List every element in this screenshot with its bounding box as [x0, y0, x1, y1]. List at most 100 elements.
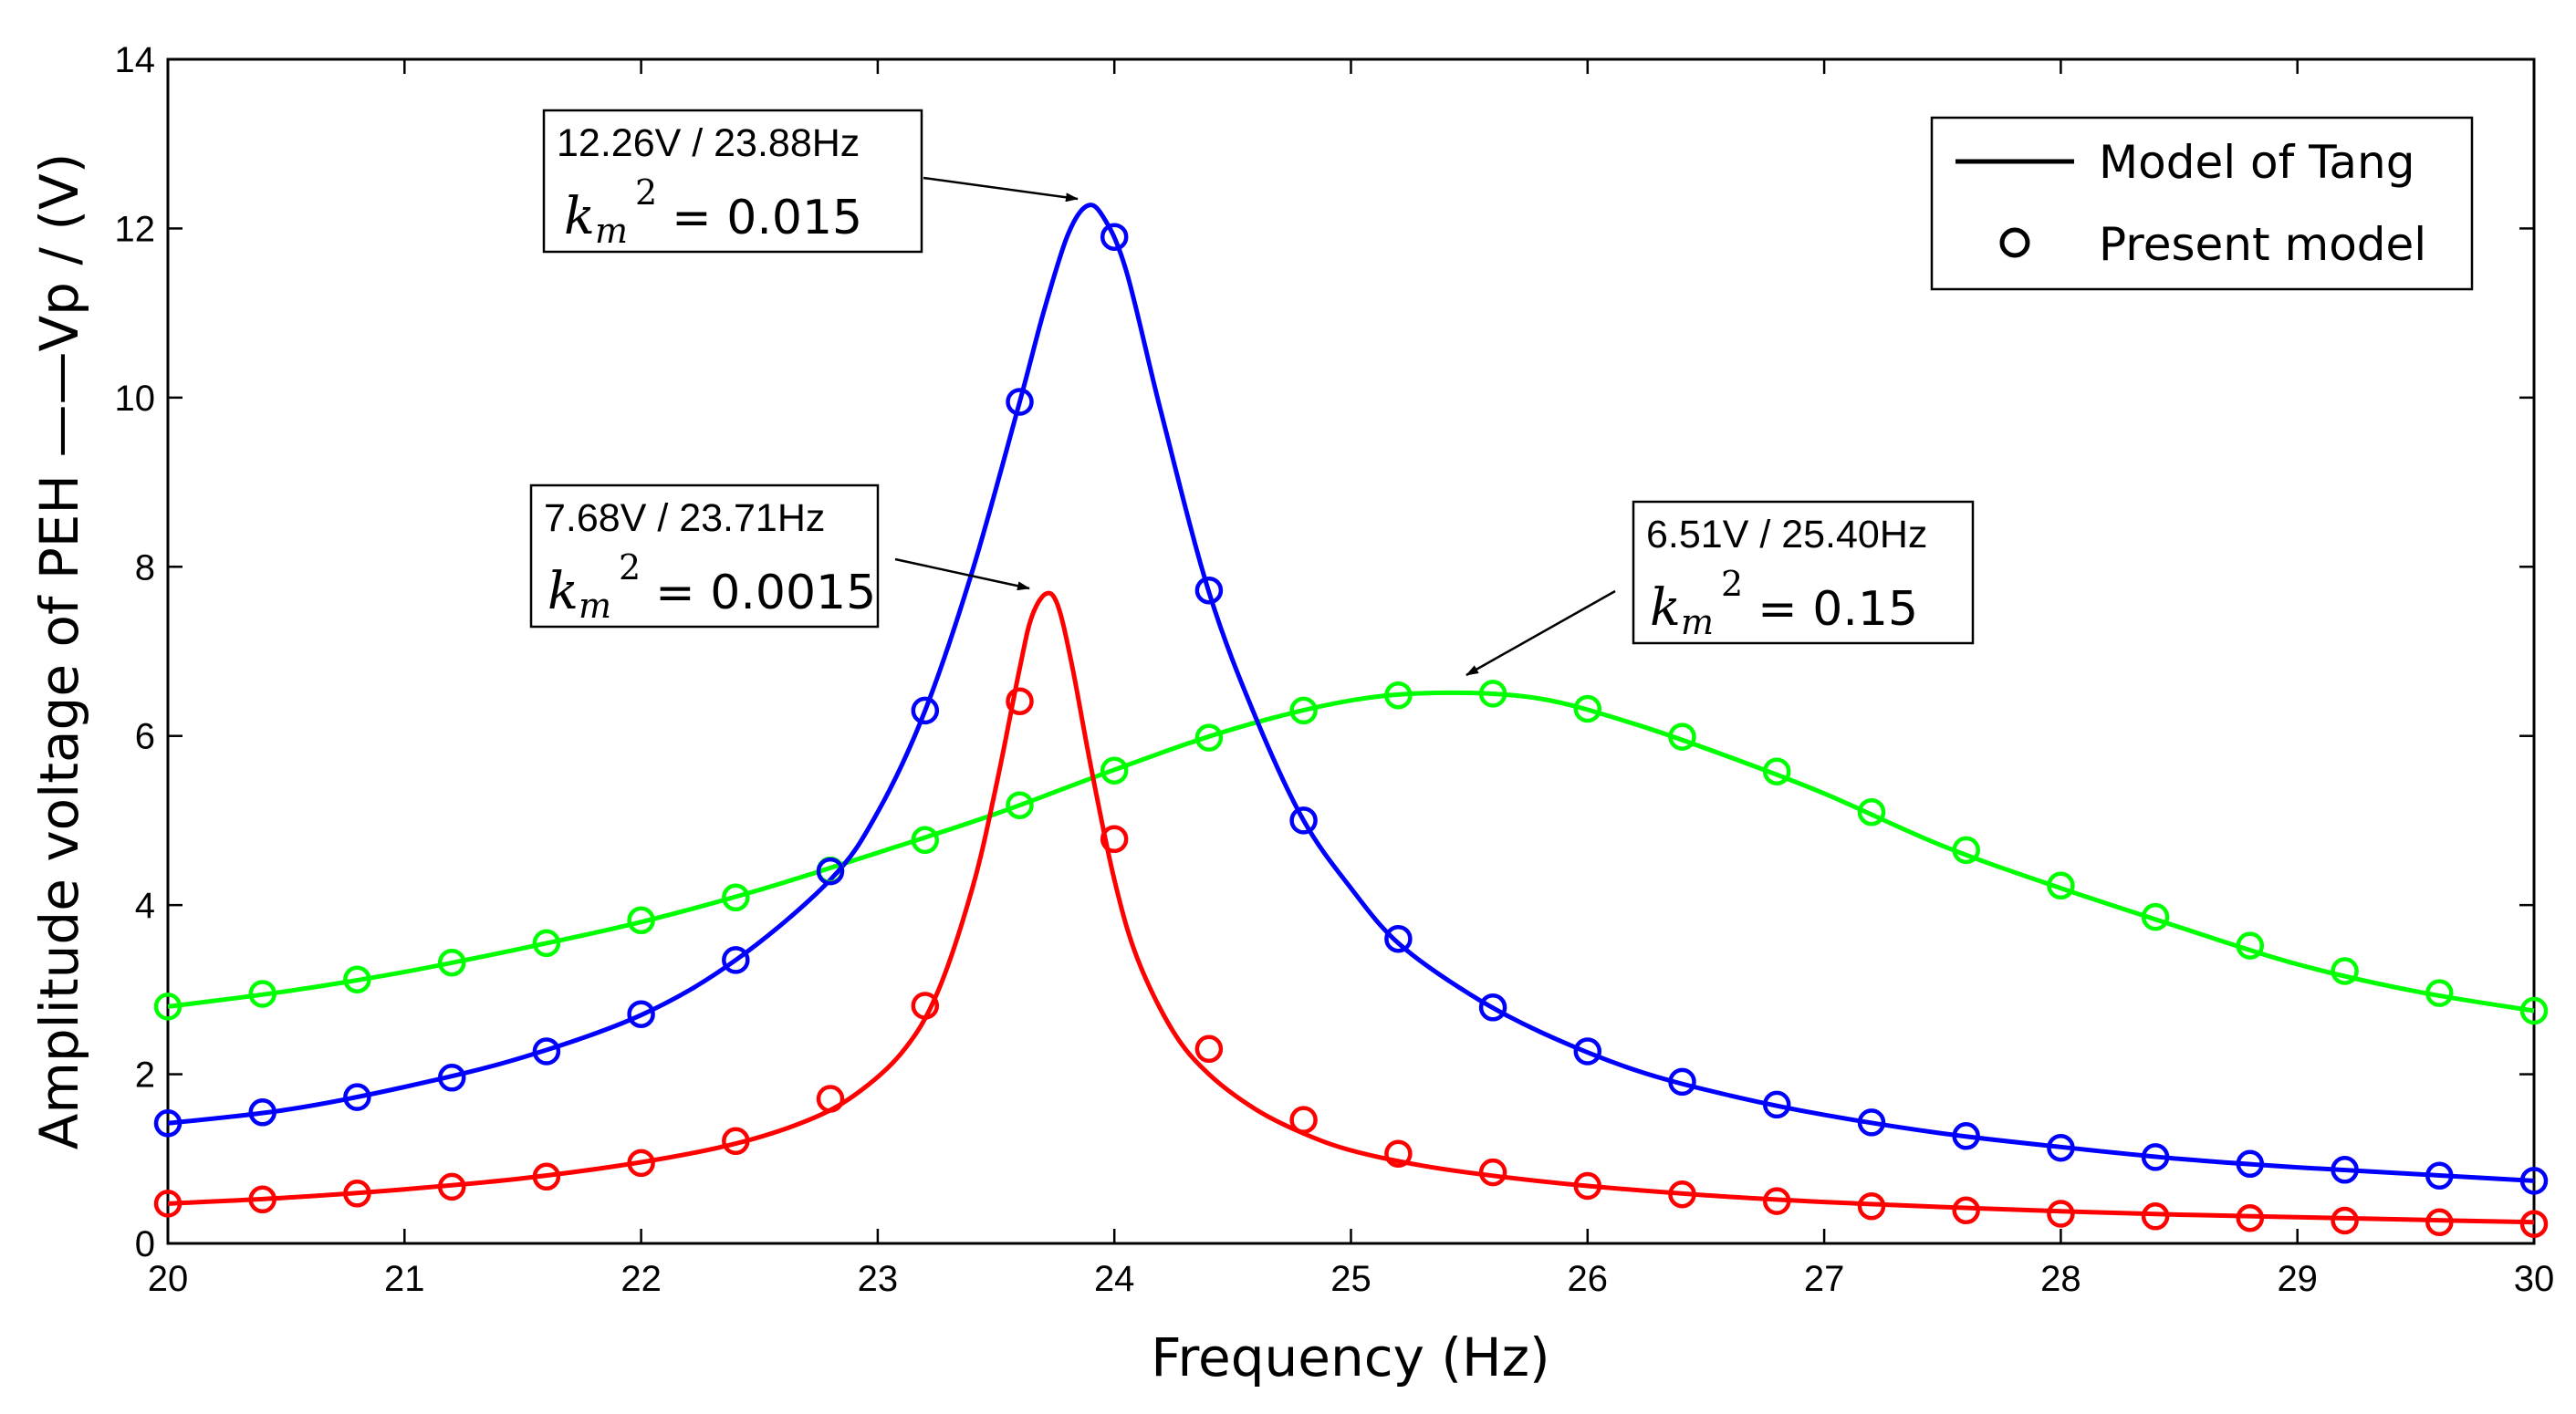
data-point	[343, 1083, 371, 1111]
x-tick-label: 24	[1094, 1259, 1135, 1299]
x-axis-label: Frequency (Hz)	[1151, 1326, 1549, 1388]
x-tick-label: 28	[2040, 1259, 2081, 1299]
y-tick-label: 14	[115, 40, 156, 80]
data-point	[1289, 1106, 1318, 1134]
series-markers-0000ff	[153, 223, 2549, 1195]
data-point	[1289, 696, 1318, 725]
data-point	[722, 1127, 750, 1156]
y-tick-label: 6	[135, 717, 155, 757]
data-point	[1384, 681, 1413, 710]
data-point	[1006, 388, 1034, 416]
data-point	[343, 1180, 371, 1208]
annotation-peak-blue: 12.26V / 23.88Hz km2 = 0.015	[542, 109, 1079, 254]
data-point	[911, 826, 940, 855]
annotation-green-heading: 6.51V / 25.40Hz	[1646, 513, 1927, 556]
x-tick-label: 22	[621, 1259, 662, 1299]
data-point	[248, 1185, 276, 1214]
data-point	[2236, 1149, 2265, 1179]
data-point	[1762, 1187, 1791, 1215]
data-point	[2236, 931, 2265, 960]
data-point	[1194, 723, 1224, 752]
legend-label-model-of-tang: Model of Tang	[2099, 136, 2414, 189]
data-point	[2141, 1143, 2170, 1171]
annotation-peak-red: 7.68V / 23.71Hz km2 = 0.0015	[529, 483, 1030, 629]
data-point	[2425, 979, 2454, 1007]
data-point	[2331, 1206, 2359, 1235]
data-point	[532, 1162, 561, 1191]
data-point	[2141, 902, 2170, 931]
x-tick-label: 30	[2514, 1259, 2555, 1299]
data-point	[2519, 996, 2549, 1025]
annotation-red-arrow	[894, 557, 1030, 591]
x-tick-label: 25	[1330, 1259, 1371, 1299]
data-point	[816, 1085, 845, 1113]
data-point	[722, 946, 750, 974]
data-point	[1100, 825, 1129, 854]
data-point	[1478, 993, 1507, 1022]
data-point	[1952, 1122, 1980, 1150]
y-tick-label: 2	[135, 1055, 155, 1096]
annotation-blue-arrow	[923, 176, 1079, 203]
data-point	[153, 1190, 183, 1218]
data-point	[1478, 1158, 1507, 1187]
data-point	[437, 1064, 466, 1092]
data-point	[2047, 871, 2075, 900]
data-point	[627, 1149, 655, 1178]
data-point	[911, 696, 940, 725]
annotation-green-formula: km2 = 0.15	[1650, 564, 1918, 642]
series-line	[167, 590, 2535, 1225]
series-ff0000	[167, 590, 2535, 1225]
y-tick-label: 8	[135, 547, 155, 587]
data-point	[1573, 1171, 1602, 1201]
annotation-peak-green: 6.51V / 25.40Hz km2 = 0.15	[1465, 500, 1975, 677]
data-point	[1006, 791, 1034, 819]
y-tick-label: 10	[115, 379, 156, 419]
data-point	[1006, 687, 1034, 715]
data-point	[2519, 1167, 2549, 1195]
data-point	[2331, 1156, 2359, 1184]
annotation-red-heading: 7.68V / 23.71Hz	[544, 496, 825, 540]
data-point	[1668, 1067, 1696, 1097]
series-line	[167, 203, 2535, 1183]
data-point	[1384, 1139, 1413, 1168]
annotation-green-arrow	[1465, 589, 1616, 677]
data-point	[2141, 1202, 2170, 1231]
x-tick-label: 20	[148, 1259, 189, 1299]
data-point	[437, 948, 466, 977]
data-point	[1857, 1191, 1886, 1221]
data-point	[2236, 1203, 2265, 1232]
y-tick-label: 12	[115, 209, 156, 249]
data-point	[1573, 694, 1602, 723]
series-line	[167, 690, 2535, 1014]
x-tick-label: 23	[858, 1259, 899, 1299]
data-point	[1289, 806, 1318, 835]
series-layer	[153, 203, 2549, 1238]
data-point	[2047, 1133, 2075, 1162]
y-tick-label: 4	[135, 886, 155, 926]
data-point	[1952, 1196, 1980, 1225]
data-point	[2519, 1210, 2549, 1238]
axis-ticks	[166, 57, 2536, 1245]
data-point	[248, 1098, 276, 1127]
y-axis-label: Amplitude voltage of PEH ——Vp / (V)	[28, 153, 90, 1150]
annotation-blue-heading: 12.26V / 23.88Hz	[557, 121, 860, 165]
x-tick-labels: 20 21 22 23 24 25 26 27 28 29 30	[148, 1259, 2555, 1299]
data-point	[1194, 576, 1224, 605]
data-point	[532, 1037, 561, 1066]
series-0000ff	[167, 203, 2535, 1183]
data-point	[1857, 1108, 1886, 1137]
series-markers-00ff00	[153, 680, 2549, 1025]
series-markers-ff0000	[153, 687, 2549, 1238]
data-point	[1668, 723, 1696, 751]
data-point	[1952, 836, 1980, 865]
legend-circle-swatch	[1999, 227, 2030, 258]
data-point	[153, 993, 183, 1021]
data-point	[1762, 757, 1791, 785]
data-point	[1668, 1180, 1696, 1209]
data-point	[1194, 1035, 1224, 1064]
data-point	[1857, 797, 1886, 827]
legend-box	[1930, 116, 2474, 291]
data-point	[627, 1000, 655, 1028]
annotation-red-formula: km2 = 0.0015	[548, 547, 876, 626]
